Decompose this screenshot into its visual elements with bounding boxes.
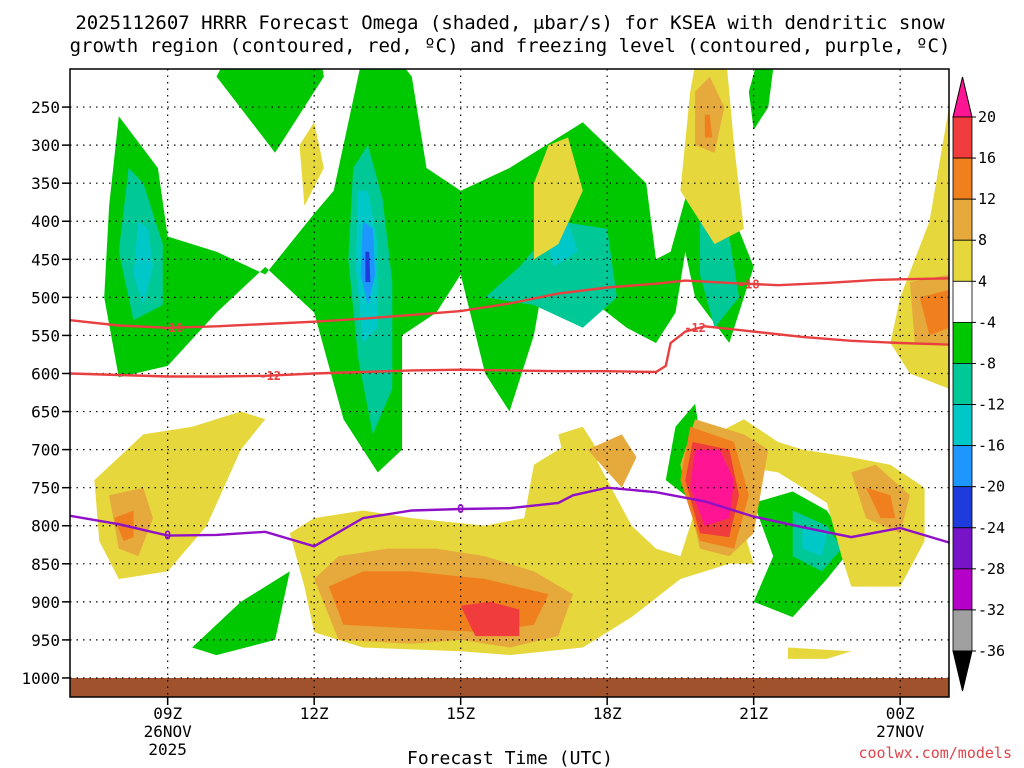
ground-surface — [70, 677, 949, 697]
colorbar-label: 12 — [978, 190, 996, 208]
contour-label: 0 — [457, 502, 464, 516]
colorbar-bin — [952, 404, 973, 447]
y-tick-label: 700 — [31, 441, 60, 460]
y-tick-label: 850 — [31, 555, 60, 574]
omega-region-38 — [460, 601, 520, 637]
colorbar-legend: 20 16 12 8 4 -4 -8 -12 -16 -20 -24 -28 -32 -36 — [952, 76, 1005, 692]
contour-line--18 — [70, 277, 949, 330]
grid-layer — [70, 69, 949, 697]
chart-title-line-2: growth region (contoured, red, ºC) and f… — [70, 35, 951, 57]
omega-region-17 — [533, 137, 583, 260]
omega-region-1 — [216, 69, 324, 153]
omega-region-30 — [695, 76, 725, 153]
plot-frame — [69, 68, 950, 698]
y-tick-label: 350 — [31, 174, 60, 193]
omega-region-36 — [919, 289, 949, 336]
y-tick-label: 950 — [31, 631, 60, 650]
omega-region-20 — [890, 107, 949, 389]
x-tick-label: 15Z — [446, 704, 475, 723]
omega-region-3 — [665, 403, 700, 496]
colorbar-top-arrow — [952, 76, 973, 118]
colorbar-label: 20 — [978, 108, 996, 126]
site-credit: coolwx.com/models — [858, 744, 1012, 762]
x-tick-label: 09Z — [153, 704, 182, 723]
x-tick-label: 21Z — [739, 704, 768, 723]
colorbar-bin — [952, 486, 973, 529]
y-tick-label: 900 — [31, 593, 60, 612]
x-tick-label: 00Z — [886, 704, 915, 723]
colorbar-bin — [952, 198, 973, 241]
omega-region-35 — [704, 114, 713, 138]
contour-label: -12 — [684, 321, 706, 335]
colorbar-bottom-arrow — [952, 650, 973, 692]
colorbar-bin — [952, 157, 973, 200]
y-tick-label: 750 — [31, 479, 60, 498]
y-tick-label: 450 — [31, 250, 60, 269]
colorbar-bin — [952, 568, 973, 611]
x-tick-year: 2025 — [148, 740, 187, 759]
colorbar-bin — [952, 445, 973, 488]
y-tick-label: 800 — [31, 517, 60, 536]
colorbar-label: -36 — [978, 642, 1005, 660]
y-axis: 250 300 350 400 450 500 550 600 650 700 750 800 850 9… — [21, 98, 70, 688]
chart-title-line-1: 2025112607 HRRR Forecast Omega (shaded, … — [75, 12, 945, 34]
x-tick-date: 26NOV — [144, 722, 193, 741]
x-tick-label: 12Z — [300, 704, 329, 723]
contour-layer: -18 -18 -12 -12 0 0 — [70, 277, 949, 548]
colorbar-label: -12 — [978, 396, 1005, 414]
contour-line-0 — [70, 486, 949, 548]
contour-label: -18 — [162, 321, 184, 335]
y-tick-label: 650 — [31, 403, 60, 422]
y-tick-label: 600 — [31, 364, 60, 383]
omega-region-14 — [802, 525, 827, 557]
omega-region-11 — [133, 221, 153, 305]
contour-label: -18 — [738, 277, 760, 291]
contour-label: -12 — [259, 369, 281, 383]
colorbar-bin — [952, 239, 973, 282]
x-tick-date: 27NOV — [876, 722, 925, 741]
colorbar-bin — [952, 321, 973, 364]
colorbar-bin — [952, 116, 973, 159]
colorbar-bin — [952, 527, 973, 570]
omega-shading-layer — [94, 69, 949, 659]
colorbar-label: -28 — [978, 560, 1005, 578]
contour-line--12 — [70, 325, 949, 378]
colorbar-label: 16 — [978, 149, 996, 167]
colorbar-bin — [952, 280, 973, 323]
colorbar-label: -20 — [978, 478, 1005, 496]
y-tick-label: 1000 — [21, 669, 60, 688]
y-tick-label: 500 — [31, 288, 60, 307]
omega-region-0 — [104, 69, 754, 473]
y-tick-label: 550 — [31, 326, 60, 345]
omega-region-19 — [299, 122, 324, 206]
y-tick-label: 400 — [31, 212, 60, 231]
omega-region-9 — [699, 213, 739, 328]
omega-region-23 — [558, 426, 598, 496]
x-axis-title: Forecast Time (UTC) — [407, 748, 613, 768]
omega-region-4 — [192, 571, 290, 656]
y-tick-label: 300 — [31, 136, 60, 155]
y-tick-label: 250 — [31, 98, 60, 117]
colorbar-bin — [952, 609, 973, 652]
colorbar-bin — [952, 363, 973, 405]
colorbar-label: -8 — [978, 354, 996, 372]
omega-region-27 — [587, 434, 637, 488]
colorbar-label: -16 — [978, 437, 1005, 455]
x-tick-label: 18Z — [593, 704, 622, 723]
colorbar-label: 8 — [978, 231, 987, 249]
colorbar-label: -32 — [978, 601, 1005, 619]
contour-label: 0 — [164, 529, 171, 543]
colorbar-label: -4 — [978, 313, 996, 331]
omega-region-24 — [787, 647, 852, 659]
omega-region-2 — [748, 69, 774, 130]
colorbar-label: 4 — [978, 272, 987, 290]
omega-region-37 — [866, 487, 896, 519]
colorbar-label: -24 — [978, 519, 1005, 537]
